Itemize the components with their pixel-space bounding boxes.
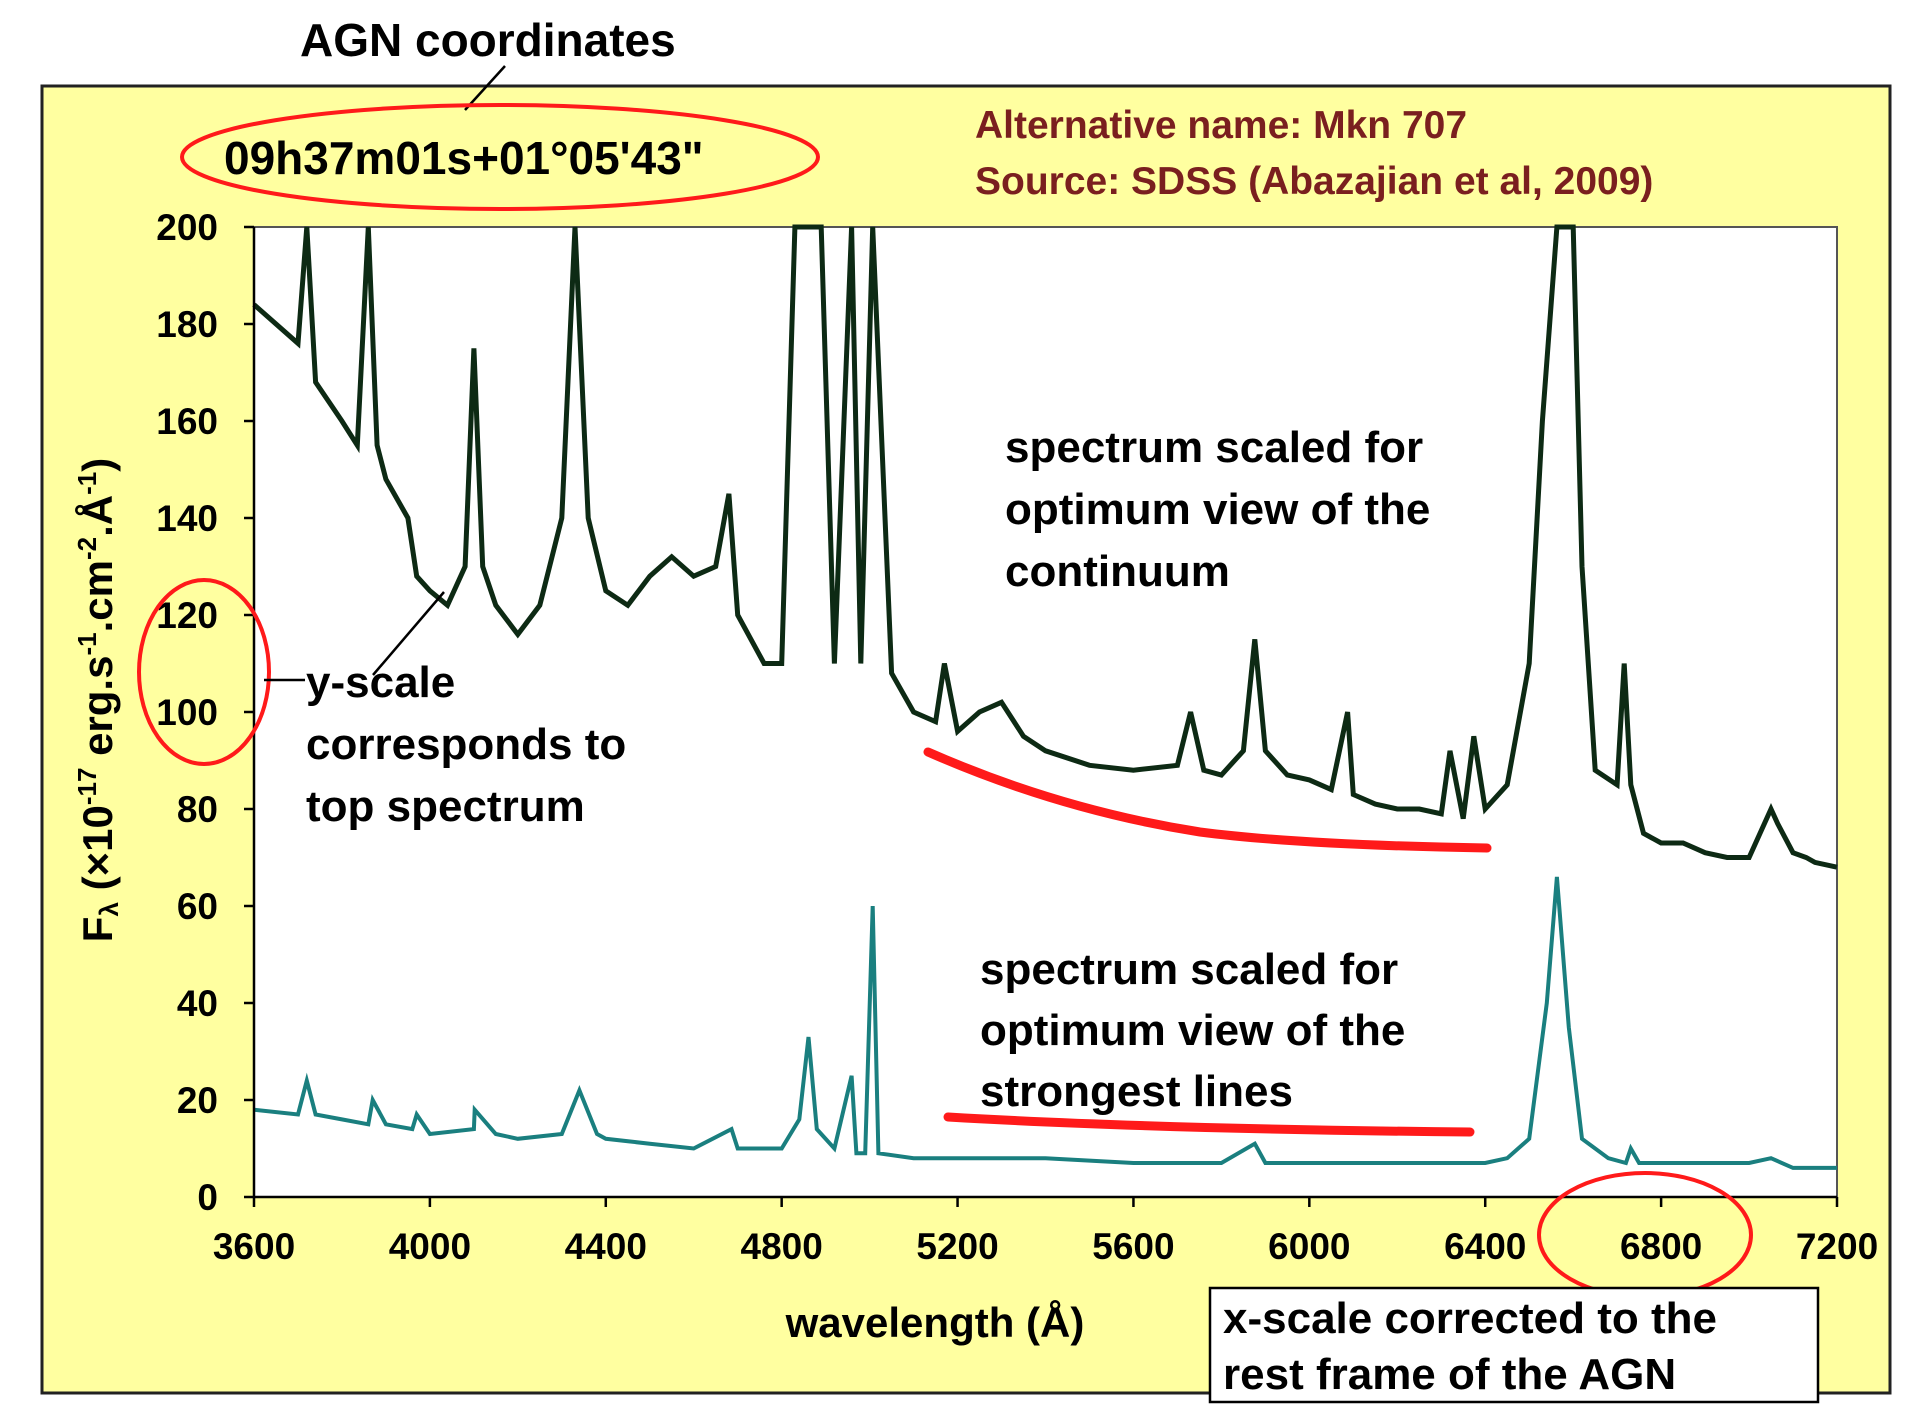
axes: 3600 4000 4400 4800 5200 5600 6000 6400 6800 7200… (156, 207, 1878, 1267)
y-axis-title-f: F (74, 917, 121, 943)
y-axis-title-mid3: .Å (74, 495, 121, 537)
y-axis-title: Fλ (×10-17 erg.s-1.cm-2.Å-1) (72, 458, 124, 942)
y-tick-label: 20 (177, 1080, 218, 1121)
y-tick-label: 40 (177, 983, 218, 1024)
coord-title: AGN coordinates (300, 14, 676, 66)
lines-note-line-3: strongest lines (980, 1067, 1293, 1116)
x-tick-label: 4400 (565, 1226, 647, 1267)
x-tick-label: 5200 (916, 1226, 998, 1267)
y-axis-title-exp4: -1 (72, 472, 102, 495)
y-axis-title-mid2: .cm (74, 560, 121, 632)
y-tick-label: 180 (156, 304, 218, 345)
xscale-note-box (1208, 1286, 1820, 1404)
y-tick-label: 140 (156, 498, 218, 539)
yscale-pointer-line (372, 591, 445, 676)
lines-note: spectrum scaled for optimum view of the … (980, 945, 1418, 1116)
y-axis-title-mid1: erg.s (74, 656, 121, 768)
x-tick-label: 6800 (1620, 1226, 1702, 1267)
y-axis-title-exp2: -1 (72, 632, 102, 655)
coord-value: 09h37m01s+01°05'43" (224, 132, 704, 184)
y-tick-label: 200 (156, 207, 218, 248)
x-tick-label: 5600 (1092, 1226, 1174, 1267)
continuum-note-line-3: continuum (1005, 547, 1230, 596)
coord-highlight-ellipse (180, 103, 820, 211)
y-axis-title-exp3: -2 (72, 537, 102, 560)
xscale-note-line-1: x-scale corrected to the (1223, 1294, 1717, 1343)
alternative-name: Alternative name: Mkn 707 (975, 104, 1467, 147)
series-line-bottom-spectrum (253, 876, 1837, 1170)
x-tick-label: 3600 (213, 1226, 295, 1267)
coord-leader-line (464, 65, 506, 111)
yscale-note-line-3: top spectrum (306, 782, 585, 831)
x-tick-label: 4800 (741, 1226, 823, 1267)
x-tick-label: 7200 (1796, 1226, 1878, 1267)
continuum-highlight-curve-bottom (943, 1112, 1475, 1137)
x-axis-title: wavelength (Å) (785, 1299, 1085, 1346)
y-tick-label: 160 (156, 401, 218, 442)
xscale-note: x-scale corrected to the rest frame of t… (1223, 1294, 1729, 1399)
x-tick-label: 6000 (1268, 1226, 1350, 1267)
y-tick-label: 100 (156, 692, 218, 733)
continuum-highlight-curve-top (923, 747, 1492, 853)
x-tick-label: 6400 (1444, 1226, 1526, 1267)
y-axis-title-close: ) (74, 458, 121, 472)
y-axis-title-exp1: -17 (72, 768, 102, 806)
yscale-note: y-scale corresponds to top spectrum (306, 658, 639, 831)
lines-note-line-1: spectrum scaled for (980, 945, 1398, 994)
continuum-note-line-2: optimum view of the (1005, 485, 1430, 534)
series-line-top-spectrum (252, 224, 1838, 870)
plot-area (253, 226, 1838, 1198)
yscale-highlight-ellipse (137, 578, 271, 766)
continuum-note: spectrum scaled for optimum view of the … (1005, 423, 1443, 596)
lines-note-line-2: optimum view of the (980, 1006, 1405, 1055)
data-source: Source: SDSS (Abazajian et al, 2009) (975, 160, 1653, 203)
continuum-note-line-1: spectrum scaled for (1005, 423, 1423, 472)
y-axis-title-open: (×10 (74, 805, 121, 902)
yscale-note-line-2: corresponds to (306, 720, 626, 769)
y-tick-label: 0 (197, 1177, 218, 1218)
y-tick-label: 120 (156, 595, 218, 636)
xscale-note-line-2: rest frame of the AGN (1223, 1350, 1676, 1399)
yscale-note-line-1: y-scale (306, 658, 455, 707)
y-axis-title-lambda: λ (94, 902, 124, 917)
y-tick-label: 80 (177, 789, 218, 830)
x-tick-label: 4000 (389, 1226, 471, 1267)
y-tick-label: 60 (177, 886, 218, 927)
